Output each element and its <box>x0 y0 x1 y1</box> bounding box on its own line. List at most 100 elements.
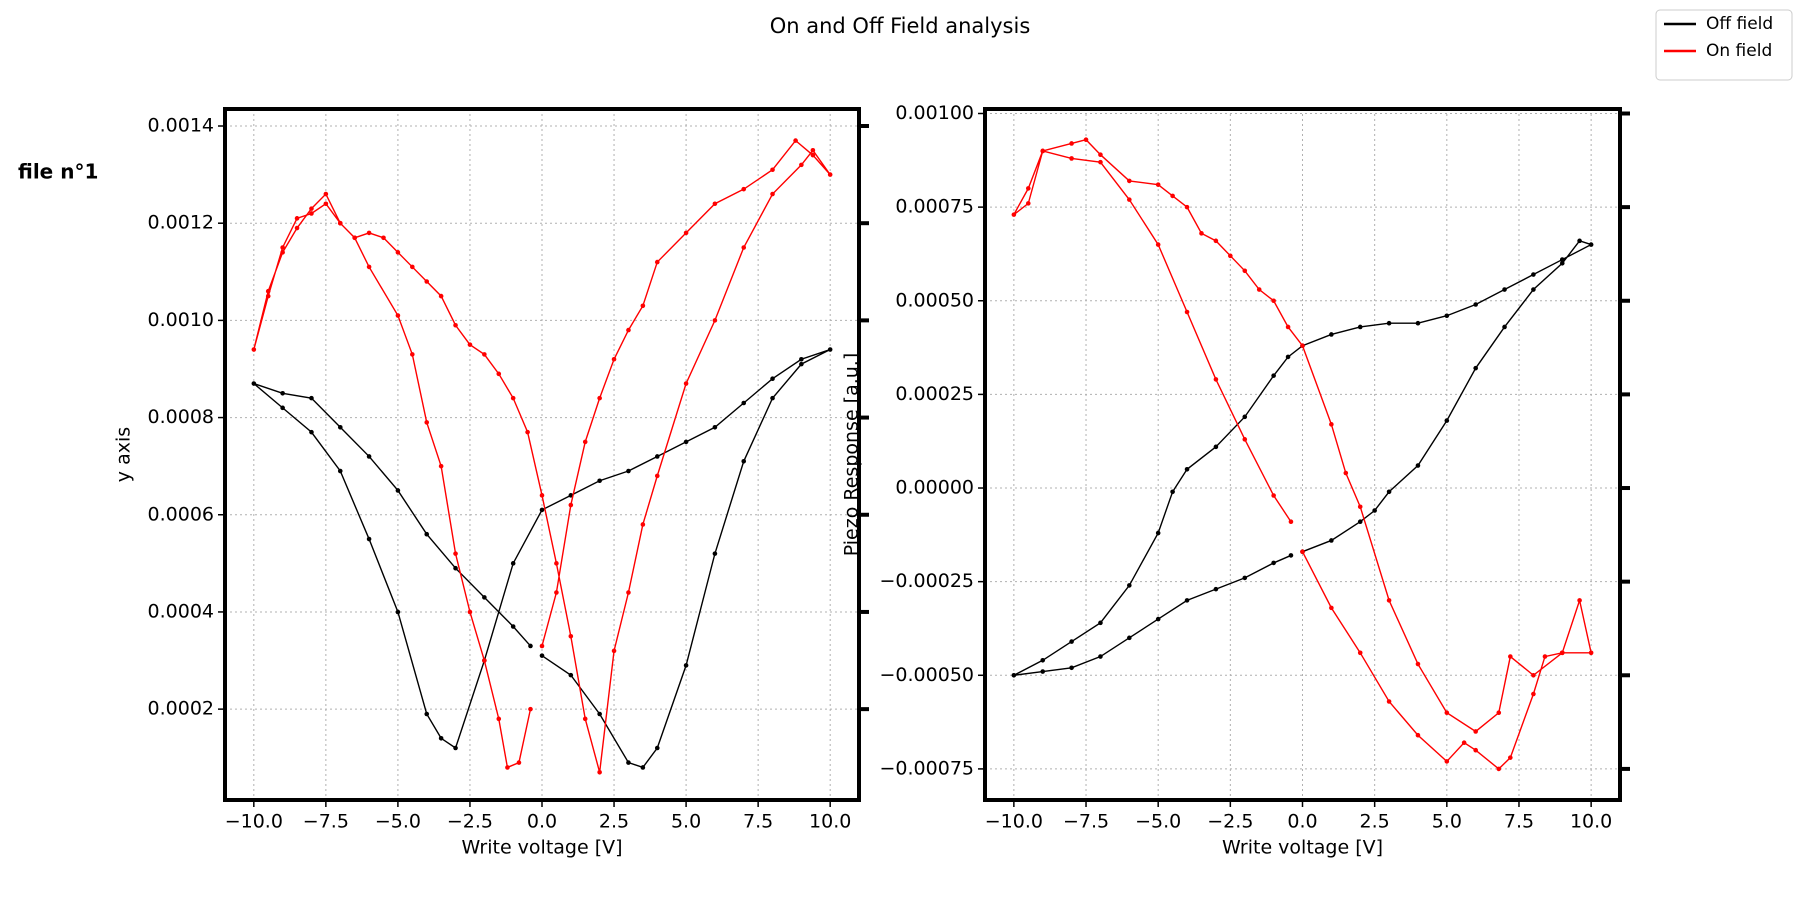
data-point <box>1285 354 1291 360</box>
data-point <box>438 293 444 299</box>
data-point <box>1285 324 1291 330</box>
data-point <box>640 765 646 770</box>
axes-frame <box>983 107 1622 802</box>
data-point <box>1288 553 1294 558</box>
data-point <box>1011 212 1017 217</box>
data-point <box>1531 287 1536 292</box>
x-tick-label: 2.5 <box>1360 811 1390 833</box>
y-tick-label: 0.0006 <box>148 503 214 525</box>
data-point <box>1199 231 1204 236</box>
data-point <box>683 663 689 668</box>
data-point <box>626 590 631 595</box>
y-tick-label: −0.00075 <box>880 757 975 779</box>
data-point <box>505 765 510 770</box>
data-point <box>496 371 502 377</box>
data-point <box>395 609 401 615</box>
data-point <box>1170 193 1175 199</box>
data-point <box>1386 489 1392 495</box>
data-point <box>1040 669 1046 674</box>
data-point <box>395 313 401 318</box>
data-point <box>294 225 300 231</box>
data-point <box>265 288 271 294</box>
data-point <box>1444 418 1450 423</box>
data-point <box>1577 238 1582 244</box>
data-point <box>366 536 372 542</box>
data-point <box>539 493 545 498</box>
data-point <box>1127 178 1132 184</box>
data-point <box>1329 538 1334 543</box>
data-point <box>1127 635 1132 641</box>
data-point <box>1329 605 1334 611</box>
data-point <box>1069 639 1074 644</box>
x-tick-label: −5.0 <box>1135 811 1181 833</box>
data-point <box>1531 691 1536 697</box>
data-point <box>337 468 343 474</box>
data-point <box>453 565 458 571</box>
data-point <box>1040 148 1046 154</box>
data-point <box>1069 156 1074 161</box>
data-point <box>741 186 747 192</box>
data-point <box>1502 287 1507 292</box>
data-point <box>1357 519 1363 525</box>
data-point <box>1011 672 1017 678</box>
data-point <box>539 507 545 513</box>
data-point <box>582 716 588 722</box>
data-point <box>654 473 660 479</box>
data-point <box>799 356 804 362</box>
x-tick-label: 0.0 <box>1287 811 1317 833</box>
data-point <box>1473 365 1478 371</box>
x-tick-label: 7.5 <box>743 811 773 833</box>
data-point <box>482 352 487 357</box>
y-tick-label: 0.0010 <box>148 309 214 331</box>
data-point <box>516 760 522 765</box>
data-point <box>626 468 631 474</box>
data-point <box>1473 302 1478 307</box>
x-tick-label: 10.0 <box>809 811 851 833</box>
axes: −10.0 −7.5 −5.0 −2.5 0.0 2.5 5.0 7.5 10.0 −0.0007… <box>841 102 1630 859</box>
data-point <box>381 235 386 241</box>
data-point <box>1127 583 1132 588</box>
data-point <box>1127 197 1132 202</box>
data-point <box>467 609 473 615</box>
x-tick-label: −2.5 <box>447 811 493 833</box>
data-point <box>611 648 617 654</box>
data-point <box>568 502 574 508</box>
data-point <box>741 459 747 464</box>
x-tick-label: −5.0 <box>375 811 421 833</box>
x-tick-label: 7.5 <box>1504 811 1534 833</box>
data-point <box>799 162 804 168</box>
data-point <box>1184 466 1190 472</box>
data-point <box>1155 242 1161 247</box>
data-point <box>1415 661 1421 667</box>
data-point <box>410 264 415 270</box>
data-point <box>309 395 314 401</box>
x-tick-label: −10.0 <box>985 811 1043 833</box>
data-point <box>1357 324 1363 330</box>
data-point <box>640 522 646 527</box>
data-point <box>712 551 718 556</box>
data-point <box>366 264 372 270</box>
data-point <box>712 318 718 323</box>
data-point <box>1588 242 1594 247</box>
data-point <box>554 561 559 566</box>
data-point <box>1473 729 1478 734</box>
y-tick-label: 0.0014 <box>148 115 214 137</box>
data-point <box>482 658 487 663</box>
data-point <box>1213 238 1219 244</box>
y-tick-label: 0.00075 <box>895 196 974 218</box>
x-axis-label: Write voltage [V] <box>1222 837 1383 859</box>
x-tick-label: 2.5 <box>599 811 629 833</box>
data-point <box>280 405 285 411</box>
data-point <box>683 439 689 445</box>
legend: Off field On field <box>1655 9 1793 81</box>
y-tick-label: −0.00050 <box>880 664 975 686</box>
data-point <box>770 395 775 401</box>
data-point <box>793 138 798 143</box>
data-point <box>1213 586 1219 592</box>
data-point <box>1300 549 1305 554</box>
y-tick-label: 0.0012 <box>148 212 214 234</box>
data-point <box>1542 654 1548 659</box>
data-point <box>424 279 430 284</box>
data-point <box>1155 530 1161 536</box>
